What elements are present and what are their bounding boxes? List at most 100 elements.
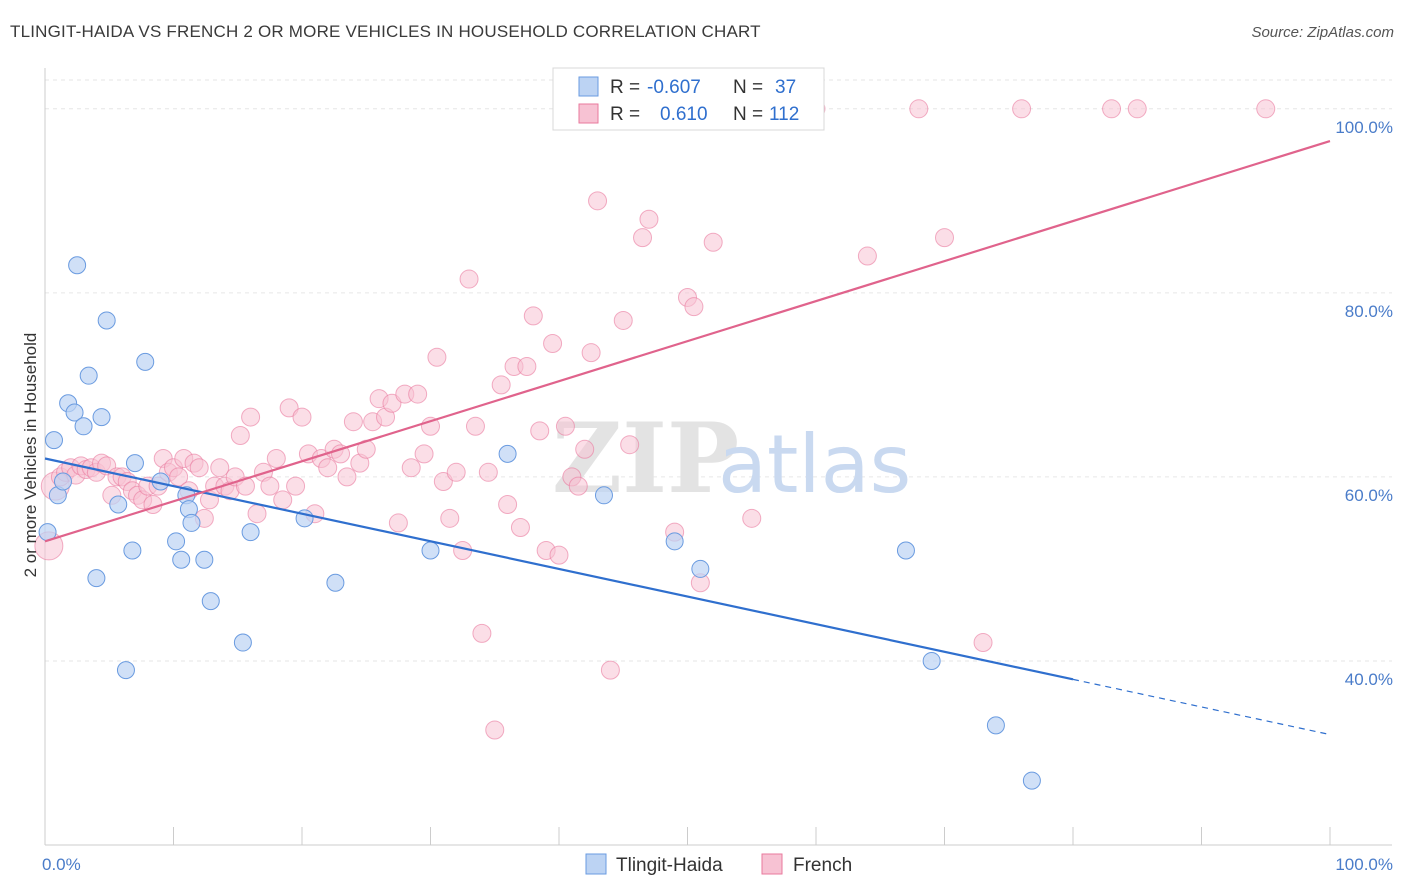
- french-point-38: [235, 476, 255, 496]
- french-point-70: [440, 508, 460, 528]
- french-point-98: [633, 228, 653, 248]
- tlingit-haida-point-26: [241, 523, 260, 542]
- french-point-33: [210, 458, 230, 478]
- french-point-94: [600, 660, 620, 680]
- tlingit-haida-point-6: [68, 256, 87, 275]
- french-point-82: [517, 356, 537, 376]
- legend-r-label-2: R =: [610, 104, 640, 125]
- source-credit: Source: ZipAtlas.com: [1251, 24, 1394, 41]
- tlingit-haida-point-23: [195, 550, 214, 569]
- x-tick-label-1: 100.0%: [1335, 855, 1393, 874]
- axes: [44, 68, 1392, 846]
- french-point-37: [230, 425, 250, 445]
- french-point-43: [266, 449, 286, 468]
- tlingit-haida-point-25: [233, 633, 252, 652]
- french-point-78: [491, 375, 511, 395]
- watermark-zip: ZIP: [552, 402, 739, 515]
- tlingit-haida-point-33: [691, 559, 710, 578]
- y-tick-label-2: 80.0%: [1345, 302, 1393, 321]
- trend-lines: [44, 139, 1331, 736]
- tlingit-haida-point-5: [65, 403, 84, 422]
- tlingit-haida-point-34: [896, 541, 915, 560]
- french-point-69: [433, 472, 453, 492]
- french-point-54: [337, 467, 357, 487]
- tlingit-haida-point-31: [594, 486, 613, 505]
- tlingit-haida-point-30: [498, 444, 517, 463]
- french-point-110: [857, 246, 877, 266]
- bottom-legend-label-tlingit: Tlingit-Haida: [616, 855, 723, 876]
- x-tick-label-0: 0.0%: [42, 855, 81, 874]
- legend-n-label-2: N =: [733, 104, 763, 125]
- tlingit-haida-point-10: [92, 408, 111, 427]
- french-point-79: [498, 495, 518, 515]
- watermark: ZIP atlas: [552, 402, 911, 515]
- french-point-103: [684, 297, 704, 317]
- tlingit-haida-point-32: [665, 532, 684, 551]
- french-point-29: [189, 458, 209, 478]
- french-point-86: [543, 333, 563, 353]
- french-point-107: [742, 508, 762, 528]
- french-point-84: [530, 421, 550, 441]
- legend-r-label-1: R =: [610, 77, 640, 98]
- french-point-113: [973, 633, 993, 653]
- legend-n-label-1: N =: [733, 77, 763, 98]
- tlingit-haida-point-28: [326, 573, 345, 592]
- y-tick-label-3: 100.0%: [1335, 118, 1393, 137]
- french-point-77: [485, 720, 505, 740]
- tlingit-haida-point-3: [53, 472, 72, 491]
- bottom-legend-swatch-french: [761, 853, 783, 875]
- french-point-66: [414, 444, 434, 464]
- french-point-90: [568, 476, 588, 496]
- french-point-117: [1256, 99, 1276, 119]
- chart-title: TLINGIT-HAIDA VS FRENCH 2 OR MORE VEHICL…: [10, 22, 761, 41]
- y-axis-title: 2 or more Vehicles in Household: [21, 333, 40, 578]
- french-point-112: [935, 228, 954, 248]
- french-point-95: [613, 310, 633, 330]
- french-point-62: [388, 513, 408, 533]
- tlingit-haida-point-16: [136, 352, 155, 371]
- french-point-76: [478, 462, 498, 482]
- tlingit-haida-point-14: [123, 541, 142, 560]
- french-point-73: [459, 269, 479, 289]
- french-point-81: [510, 518, 530, 538]
- french-point-75: [472, 623, 492, 643]
- french-point-87: [549, 545, 569, 565]
- french-point-91: [575, 439, 595, 459]
- tlingit-haida-point-37: [1022, 771, 1041, 790]
- french-point-64: [401, 458, 421, 478]
- tlingit-haida-point-11: [97, 311, 116, 330]
- correlation-legend: R = -0.607 N = 37 R = 0.610 N = 112: [552, 67, 825, 131]
- french-point-40: [247, 504, 267, 524]
- french-point-61: [382, 393, 402, 413]
- bottom-legend-label-french: French: [793, 855, 852, 876]
- y-tick-label-0: 40.0%: [1345, 670, 1393, 689]
- legend-swatch-tlingit: [578, 76, 599, 97]
- french-point-96: [620, 435, 640, 455]
- french-point-39: [241, 407, 261, 427]
- tlingit-haida-point-8: [79, 366, 98, 385]
- tlingit-haida-point-12: [109, 495, 128, 514]
- tlingit-haida-point-9: [87, 569, 106, 588]
- legend-swatch-french: [578, 103, 599, 124]
- tlingit-haida-points: [38, 256, 1041, 790]
- legend-n-value-2: 112: [769, 104, 799, 125]
- french-point-105: [703, 232, 723, 252]
- legend-r-value-2: 0.610: [660, 104, 708, 125]
- french-point-83: [523, 306, 543, 326]
- french-point-71: [446, 462, 466, 482]
- french-trend-line: [44, 139, 1331, 543]
- watermark-atlas: atlas: [718, 418, 911, 511]
- legend-n-value-1: 37: [775, 77, 796, 98]
- y-tick-label-1: 60.0%: [1345, 486, 1393, 505]
- tlingit-haida-point-24: [201, 592, 220, 611]
- french-point-51: [318, 458, 338, 478]
- french-point-53: [331, 444, 351, 464]
- french-point-47: [292, 407, 312, 427]
- french-point-68: [427, 347, 447, 367]
- french-point-65: [408, 384, 428, 404]
- tlingit-haida-point-35: [922, 651, 941, 670]
- french-point-74: [465, 416, 485, 436]
- french-point-114: [1012, 99, 1032, 119]
- french-point-45: [279, 398, 299, 418]
